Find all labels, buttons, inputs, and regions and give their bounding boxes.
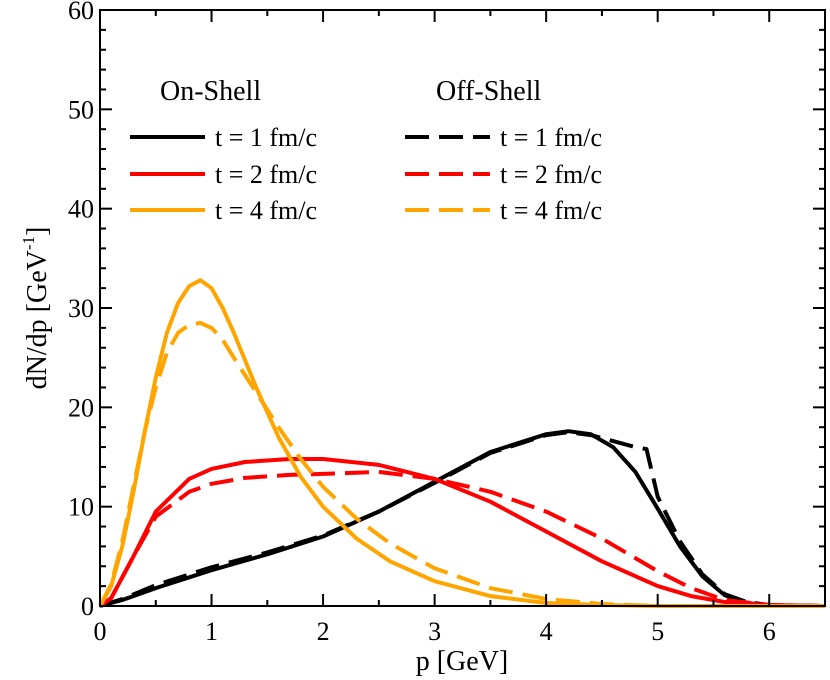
y-tick-label: 20 [68, 393, 94, 422]
y-axis-title-main: dN/dp [GeV [22, 250, 53, 389]
x-tick-label: 0 [94, 617, 107, 646]
y-tick-label: 10 [68, 493, 94, 522]
y-tick-label: 60 [68, 0, 94, 25]
legend-group-off-shell: Off-Shell [436, 76, 541, 107]
legend-label-on-1: t = 1 fm/c [215, 123, 317, 152]
legend-group-on-shell: On-Shell [160, 76, 261, 107]
series-line-6 [98, 320, 825, 608]
y-tick-label: 30 [68, 294, 94, 323]
series-line-3 [98, 457, 826, 608]
x-axis-title: p [GeV] [416, 646, 509, 677]
legend-label-off-4: t = 4 fm/c [500, 196, 602, 225]
y-axis-title-sup: -1 [19, 236, 38, 250]
series-layer [98, 278, 826, 608]
legend-label-on-2: t = 2 fm/c [215, 160, 317, 189]
legend-label-off-1: t = 1 fm/c [500, 123, 602, 152]
legend-label-off-2: t = 2 fm/c [500, 160, 602, 189]
y-tick-label: 50 [68, 95, 94, 124]
x-tick-label: 5 [651, 617, 664, 646]
y-axis-title: dN/dp [GeV-1] [19, 227, 53, 390]
legend: On-Shell Off-Shell t = 1 fm/c t = 2 fm/c… [130, 76, 602, 225]
x-tick-label: 6 [763, 617, 776, 646]
y-tick-label: 0 [81, 592, 94, 621]
x-tick-label: 2 [317, 617, 330, 646]
series-line-4 [98, 469, 826, 608]
x-tick-label: 1 [205, 617, 218, 646]
legend-label-on-4: t = 4 fm/c [215, 196, 317, 225]
x-tick-label: 3 [428, 617, 441, 646]
series-line-1 [99, 429, 826, 608]
series-line-2 [99, 430, 826, 608]
y-tick-label: 40 [68, 195, 94, 224]
y-axis-title-close: ] [22, 227, 53, 236]
x-tick-label: 4 [540, 617, 553, 646]
series-line-5 [98, 278, 825, 608]
